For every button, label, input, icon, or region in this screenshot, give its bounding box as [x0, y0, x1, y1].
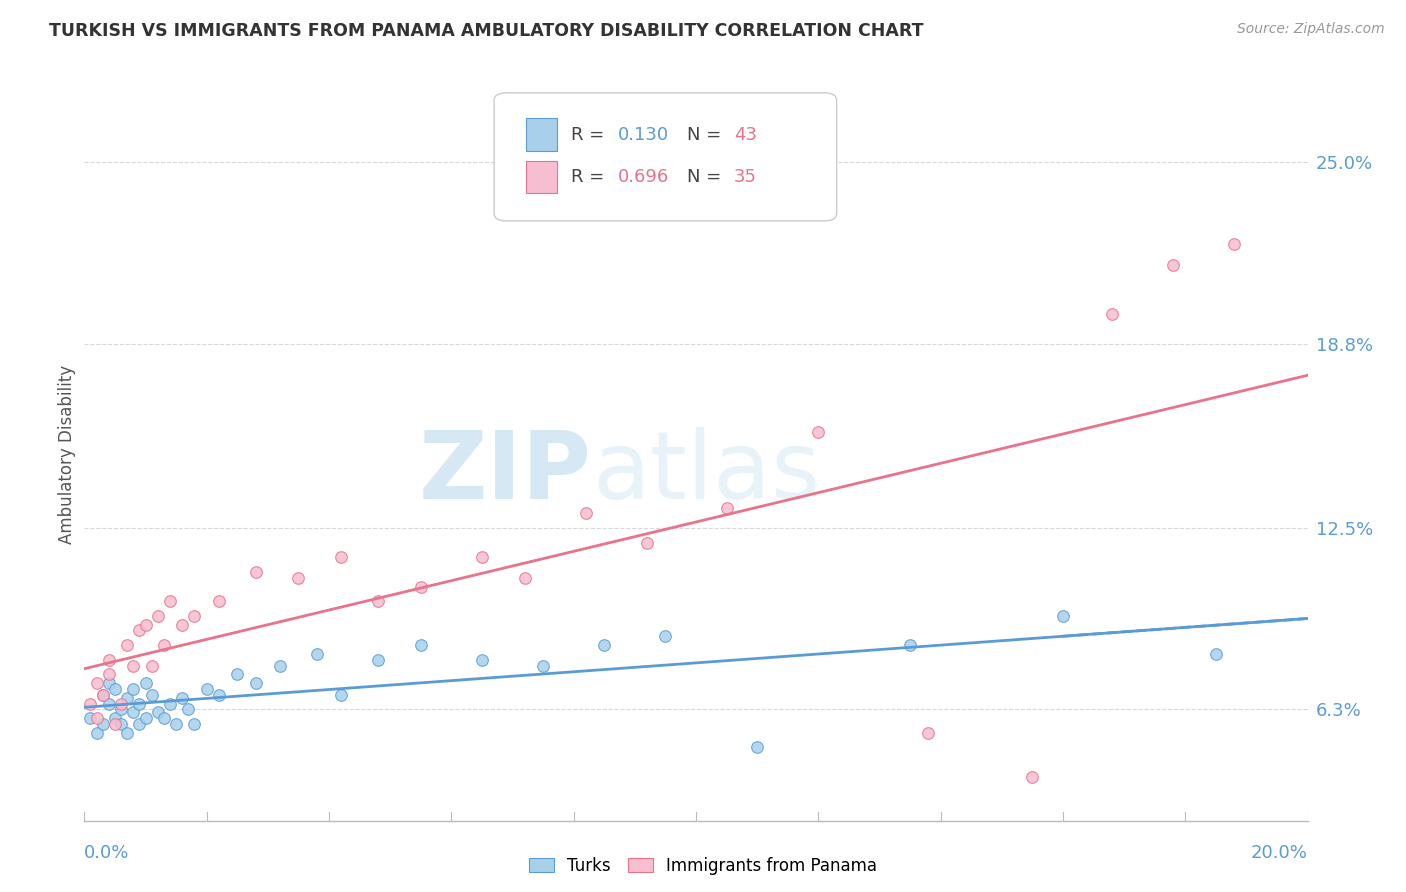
Point	[115, 690, 138, 705]
Point	[636, 535, 658, 549]
Text: N =: N =	[688, 168, 727, 186]
Text: 20.0%: 20.0%	[1251, 844, 1308, 862]
Point	[287, 571, 309, 585]
Point	[135, 711, 157, 725]
Point	[146, 608, 169, 623]
Point	[79, 711, 101, 725]
Text: 43: 43	[734, 126, 756, 144]
Point	[367, 653, 389, 667]
Point	[122, 706, 145, 720]
Point	[135, 676, 157, 690]
Point	[86, 726, 108, 740]
Point	[159, 594, 181, 608]
Text: atlas: atlas	[592, 427, 820, 519]
Point	[716, 500, 738, 515]
Point	[122, 658, 145, 673]
Point	[122, 681, 145, 696]
Point	[141, 658, 163, 673]
Point	[1223, 237, 1246, 252]
Point	[172, 617, 194, 632]
Point	[97, 667, 120, 681]
Text: TURKISH VS IMMIGRANTS FROM PANAMA AMBULATORY DISABILITY CORRELATION CHART: TURKISH VS IMMIGRANTS FROM PANAMA AMBULA…	[49, 22, 924, 40]
Text: 0.0%: 0.0%	[84, 844, 129, 862]
Point	[104, 711, 127, 725]
Point	[115, 638, 138, 652]
Point	[305, 647, 328, 661]
Point	[195, 681, 218, 696]
Point	[183, 608, 205, 623]
Point	[330, 550, 353, 565]
Text: Source: ZipAtlas.com: Source: ZipAtlas.com	[1237, 22, 1385, 37]
Point	[135, 617, 157, 632]
Point	[110, 702, 132, 716]
Point	[917, 726, 939, 740]
Point	[531, 658, 554, 673]
Point	[141, 688, 163, 702]
Point	[471, 653, 494, 667]
Point	[86, 711, 108, 725]
Point	[91, 688, 114, 702]
Point	[177, 702, 200, 716]
Point	[128, 697, 150, 711]
Point	[513, 571, 536, 585]
FancyBboxPatch shape	[494, 93, 837, 221]
Point	[269, 658, 291, 673]
Point	[747, 740, 769, 755]
Text: R =: R =	[571, 168, 610, 186]
Text: R =: R =	[571, 126, 610, 144]
Point	[807, 425, 830, 439]
Text: 0.130: 0.130	[617, 126, 669, 144]
Point	[226, 667, 249, 681]
Point	[1101, 308, 1123, 322]
Point	[128, 624, 150, 638]
Point	[128, 717, 150, 731]
Text: 0.696: 0.696	[617, 168, 669, 186]
Point	[409, 638, 432, 652]
Point	[165, 717, 187, 731]
FancyBboxPatch shape	[526, 118, 557, 151]
Text: 35: 35	[734, 168, 756, 186]
Legend: Turks, Immigrants from Panama: Turks, Immigrants from Panama	[529, 856, 877, 875]
Point	[245, 676, 267, 690]
Point	[153, 638, 176, 652]
Point	[97, 653, 120, 667]
Point	[593, 638, 616, 652]
Point	[91, 688, 114, 702]
Point	[245, 565, 267, 579]
FancyBboxPatch shape	[526, 161, 557, 194]
Point	[79, 697, 101, 711]
Point	[1205, 647, 1227, 661]
Point	[153, 711, 176, 725]
Point	[575, 507, 598, 521]
Point	[172, 690, 194, 705]
Point	[208, 594, 231, 608]
Text: ZIP: ZIP	[419, 427, 592, 519]
Text: N =: N =	[688, 126, 727, 144]
Point	[208, 688, 231, 702]
Y-axis label: Ambulatory Disability: Ambulatory Disability	[58, 366, 76, 544]
Point	[1161, 258, 1184, 272]
Point	[409, 580, 432, 594]
Point	[1021, 770, 1043, 784]
Point	[146, 706, 169, 720]
Point	[898, 638, 921, 652]
Point	[86, 676, 108, 690]
Point	[115, 726, 138, 740]
Point	[1052, 608, 1074, 623]
Point	[654, 629, 676, 643]
Point	[159, 697, 181, 711]
Point	[330, 688, 353, 702]
Point	[471, 550, 494, 565]
Point	[91, 717, 114, 731]
Point	[97, 697, 120, 711]
Point	[367, 594, 389, 608]
Point	[110, 717, 132, 731]
Point	[97, 676, 120, 690]
Point	[110, 697, 132, 711]
Point	[104, 681, 127, 696]
Point	[183, 717, 205, 731]
Point	[104, 717, 127, 731]
